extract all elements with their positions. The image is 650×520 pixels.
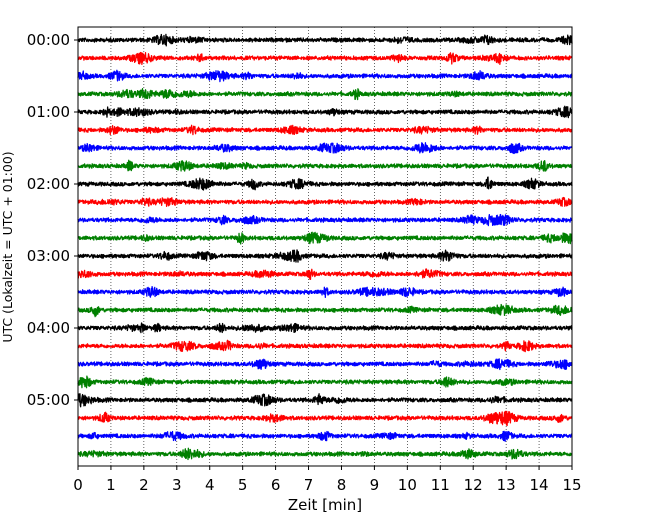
x-tick-label: 4	[205, 476, 215, 494]
trace-line	[77, 51, 573, 66]
trace-line	[77, 69, 573, 83]
trace-line	[77, 33, 573, 47]
trace-line	[77, 176, 573, 191]
trace-line	[77, 159, 573, 172]
trace-line	[77, 268, 573, 280]
plot-frame	[77, 26, 573, 467]
trace-line	[77, 88, 573, 101]
x-tick-label: 7	[304, 476, 314, 494]
grid-lines	[110, 27, 540, 466]
trace-line	[77, 447, 573, 461]
trace-line	[77, 339, 573, 353]
x-tick-label: 5	[238, 476, 248, 494]
trace-line	[77, 105, 573, 119]
y-tick-label: 03:00	[27, 247, 70, 265]
trace-series	[77, 33, 573, 461]
y-tick-label: 05:00	[27, 391, 70, 409]
x-tick-label: 14	[530, 476, 549, 494]
x-tick-label: 8	[337, 476, 347, 494]
trace-line	[77, 286, 573, 298]
trace-line	[77, 393, 573, 408]
y-tick-label: 01:00	[27, 103, 70, 121]
y-tick-label: 00:00	[27, 31, 70, 49]
x-tick-label: 3	[172, 476, 182, 494]
x-tick-label: 12	[464, 476, 483, 494]
x-tick-label: 1	[106, 476, 116, 494]
x-tick-label: 0	[73, 476, 83, 494]
trace-line	[77, 375, 573, 389]
y-tick-label: 02:00	[27, 175, 70, 193]
x-tick-label: 11	[431, 476, 450, 494]
trace-line	[77, 249, 573, 263]
trace-line	[77, 231, 573, 245]
trace-line	[77, 358, 573, 371]
x-tick-label: 2	[139, 476, 149, 494]
x-tick-label: 9	[370, 476, 380, 494]
x-axis-ticks: 0 1 2 3 4 5 6 7 8 9 10 11 12 13 14 15	[73, 466, 582, 494]
trace-line	[77, 303, 573, 318]
x-axis-label: Zeit [min]	[288, 496, 362, 514]
trace-line	[77, 213, 573, 227]
trace-line	[77, 124, 573, 136]
trace-line	[77, 322, 573, 334]
trace-line	[77, 142, 573, 155]
trace-line	[77, 430, 573, 442]
trace-line	[77, 410, 573, 427]
y-axis-ticks: 00:00 01:00 02:00 03:00 04:00 05:00	[27, 31, 78, 409]
y-tick-label: 04:00	[27, 319, 70, 337]
x-tick-label: 13	[497, 476, 516, 494]
x-tick-label: 10	[398, 476, 417, 494]
y-axis-label: UTC (Lokalzeit = UTC + 01:00)	[0, 151, 15, 342]
trace-line	[77, 196, 573, 208]
x-tick-label: 15	[562, 476, 581, 494]
x-tick-label: 6	[271, 476, 281, 494]
